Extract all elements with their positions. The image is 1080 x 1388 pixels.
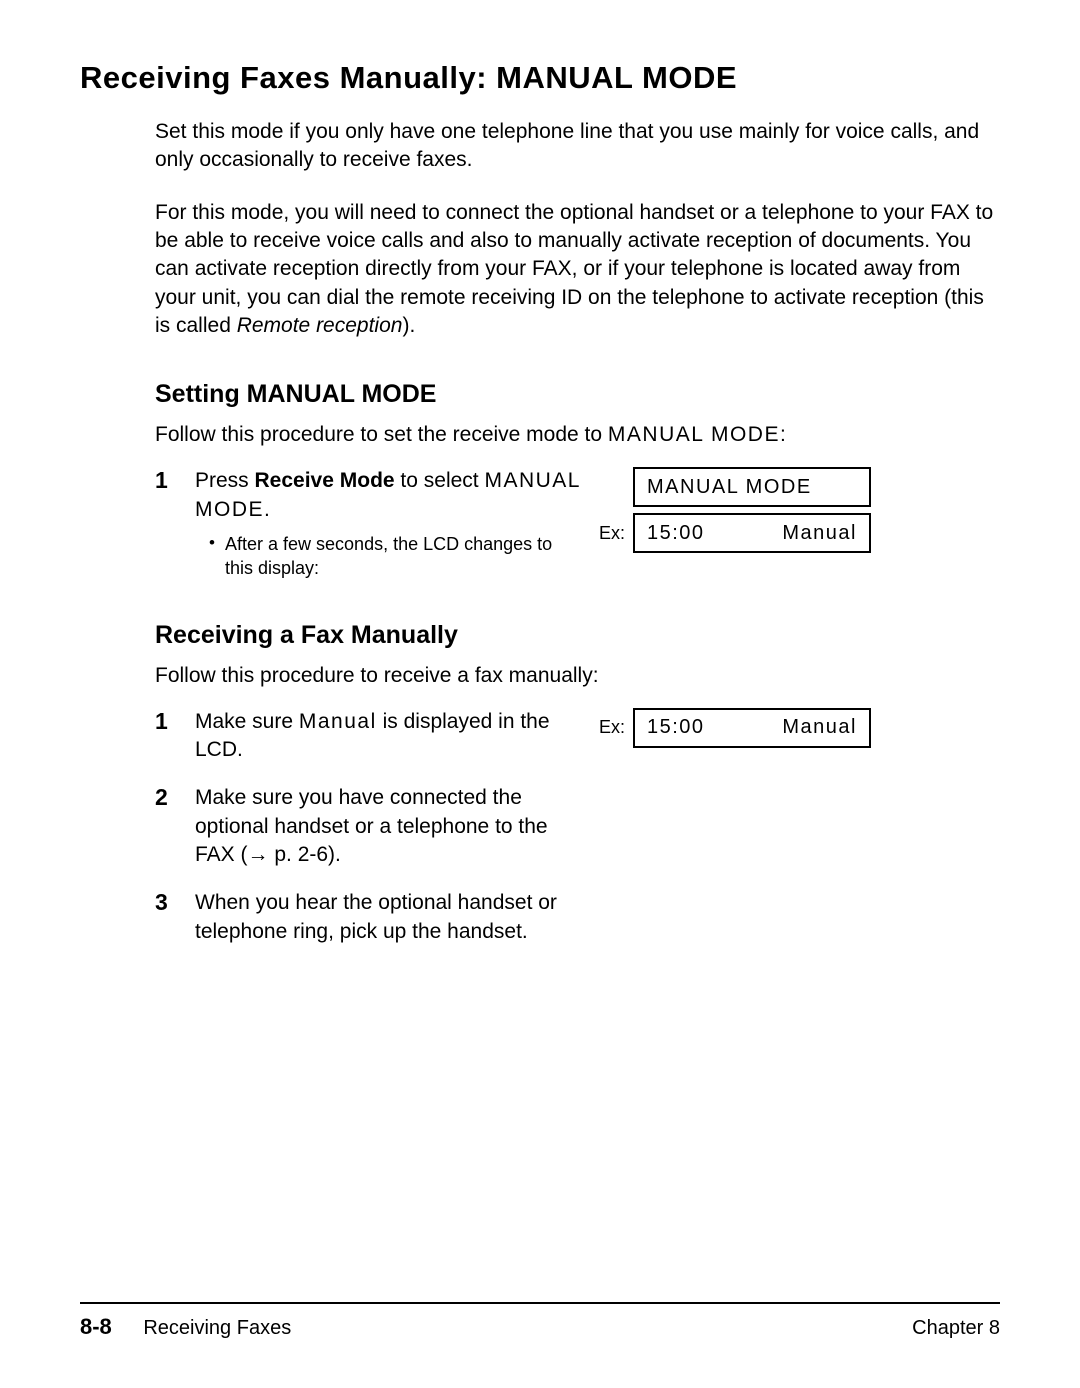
section-heading-receiving: Receiving a Fax Manually [155, 621, 1000, 650]
lcd-time: 15:00 [647, 522, 705, 545]
lcd-text: MANUAL MODE [647, 476, 812, 499]
step-text: Make sure you have connected the optiona… [195, 784, 595, 869]
s1-follow-mono: MANUAL MODE [608, 423, 780, 446]
intro2-italic: Remote reception [237, 314, 403, 337]
intro2-text-b: ). [402, 314, 415, 337]
bullet-dot: • [209, 532, 225, 581]
lcd-column: MANUAL MODE Ex: 15:00 Manual [595, 467, 875, 553]
lcd-display-manual-mode: MANUAL MODE [633, 467, 871, 507]
page-number: 8-8 [80, 1314, 112, 1339]
step-text: When you hear the optional handset or te… [195, 889, 595, 946]
lcd-column: Ex: 15:00 Manual [595, 708, 875, 748]
s1-follow-b: : [780, 423, 786, 446]
step-number: 3 [155, 889, 195, 916]
lcd-mode: Manual [782, 522, 857, 545]
step-row-s2-3: 3 When you hear the optional handset or … [155, 889, 1000, 946]
step-number: 2 [155, 784, 195, 811]
s1s1-a: Press [195, 469, 255, 492]
ex-label: Ex: [595, 523, 625, 544]
step-row-s2-2: 2 Make sure you have connected the optio… [155, 784, 1000, 869]
step-text: Press Receive Mode to select MANUAL MODE… [195, 467, 595, 580]
lcd-wrap-3: Ex: 15:00 Manual [595, 708, 875, 748]
step-number: 1 [155, 708, 195, 735]
lcd-wrap-2: Ex: 15:00 Manual [595, 513, 875, 553]
step-row-s2-1: 1 Make sure Manual is displayed in the L… [155, 708, 1000, 765]
step-row-s1-1: 1 Press Receive Mode to select MANUAL MO… [155, 467, 1000, 580]
bullet-row: • After a few seconds, the LCD changes t… [209, 532, 585, 581]
lcd-display-time-manual-2: 15:00 Manual [633, 708, 871, 748]
intro-para-1: Set this mode if you only have one telep… [155, 118, 1000, 175]
footer-left: 8-8 Receiving Faxes [80, 1314, 291, 1340]
section1-follow: Follow this procedure to set the receive… [155, 423, 1000, 447]
page-title: Receiving Faxes Manually: MANUAL MODE [80, 60, 1000, 96]
section-heading-setting: Setting MANUAL MODE [155, 380, 1000, 409]
s1-follow-a: Follow this procedure to set the receive… [155, 423, 608, 446]
s1s1-c: . [264, 498, 270, 521]
step-text: Make sure Manual is displayed in the LCD… [195, 708, 595, 765]
lcd-wrap-1: MANUAL MODE [595, 467, 875, 507]
ex-label: Ex: [595, 717, 625, 738]
step-number: 1 [155, 467, 195, 494]
page-footer: 8-8 Receiving Faxes Chapter 8 [80, 1302, 1000, 1340]
bullet-text: After a few seconds, the LCD changes to … [225, 532, 585, 581]
s2s1-a: Make sure [195, 710, 299, 733]
s1s1-bold: Receive Mode [255, 469, 395, 492]
section2-follow: Follow this procedure to receive a fax m… [155, 664, 1000, 688]
lcd-mode: Manual [782, 716, 857, 739]
intro-para-2: For this mode, you will need to connect … [155, 199, 1000, 341]
s2s1-mono: Manual [299, 710, 377, 733]
footer-chapter: Chapter 8 [912, 1317, 1000, 1340]
lcd-display-time-manual: 15:00 Manual [633, 513, 871, 553]
footer-section: Receiving Faxes [143, 1317, 291, 1339]
lcd-time: 15:00 [647, 716, 705, 739]
s1s1-b: to select [395, 469, 485, 492]
